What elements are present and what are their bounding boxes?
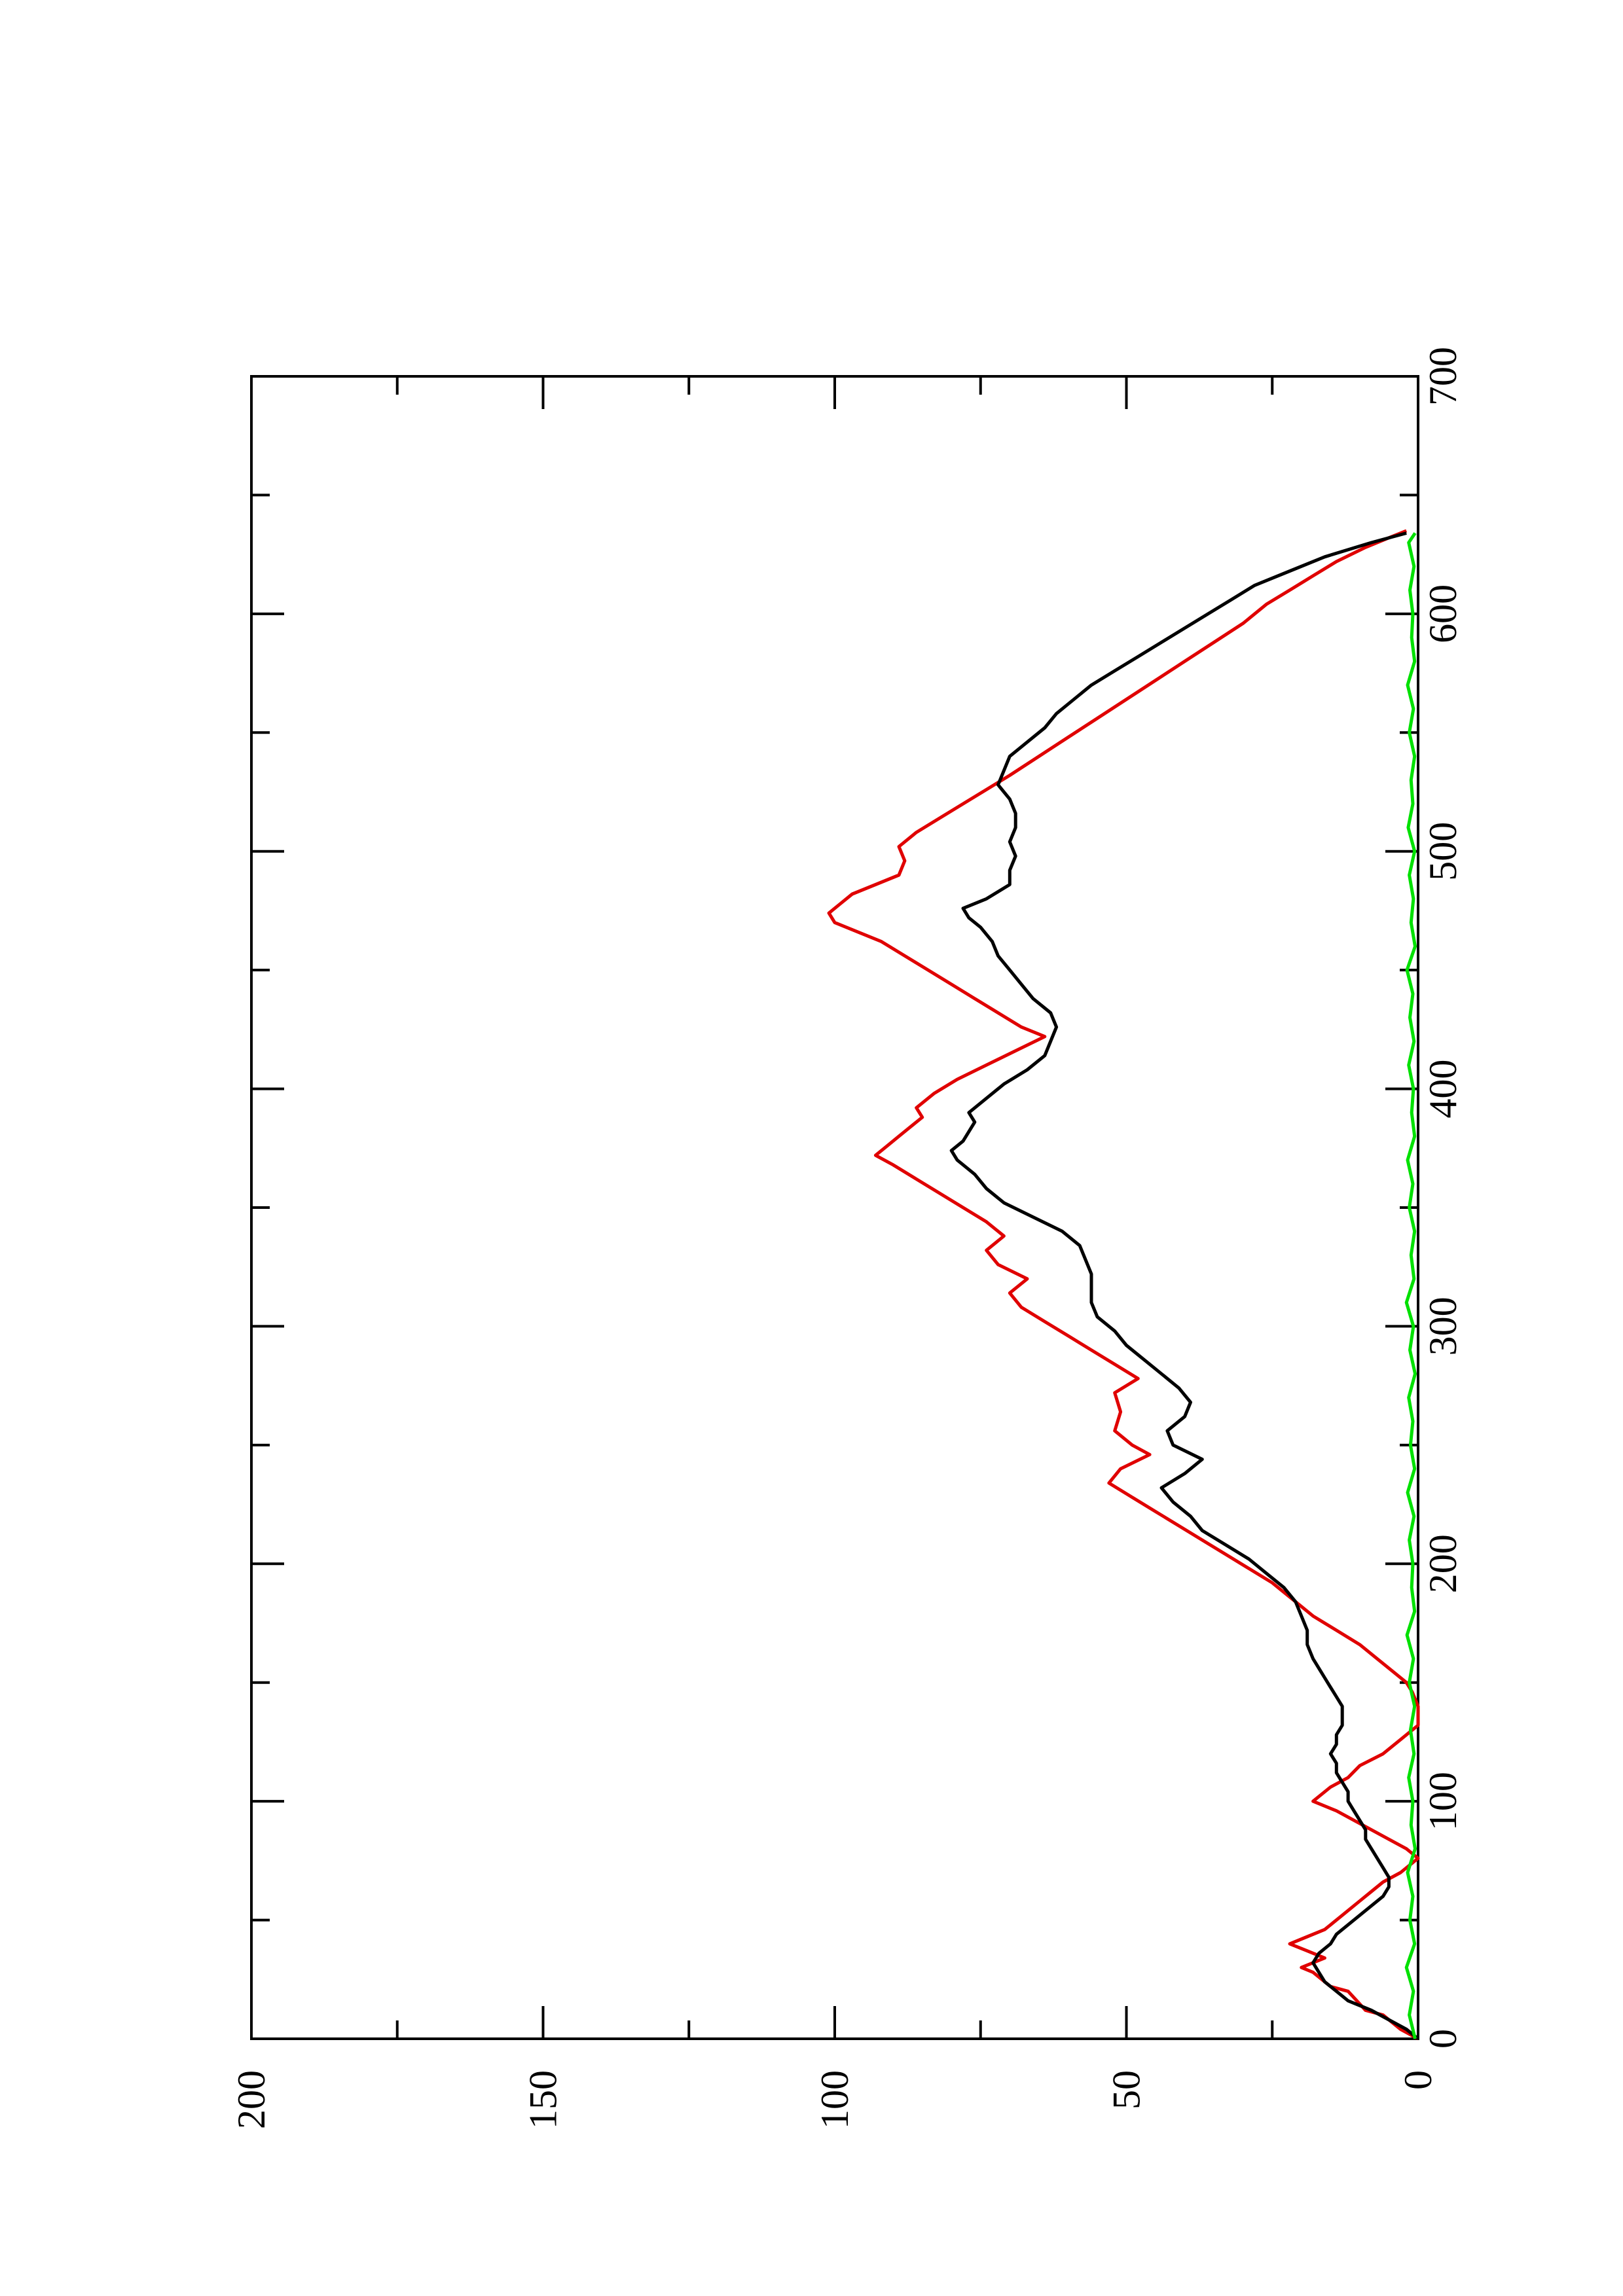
plot-frame bbox=[250, 375, 1419, 2040]
series-line-2 bbox=[949, 531, 1419, 2040]
y-tick-label: 50 bbox=[1105, 2070, 1148, 2109]
x-tick-label: 300 bbox=[1421, 1297, 1465, 1355]
x-tick-labels: 0 100 200 300 400 500 600 700 bbox=[1421, 347, 1465, 2049]
y-tick-label: 200 bbox=[230, 2070, 273, 2129]
y-tick-label: 150 bbox=[522, 2070, 565, 2129]
axis-ticks bbox=[250, 375, 1419, 2040]
y-tick-labels: 0 50 100 150 200 bbox=[230, 2070, 1440, 2129]
series-lines bbox=[827, 529, 1420, 2041]
y-tick-label: 0 bbox=[1396, 2070, 1440, 2090]
x-tick-label: 100 bbox=[1421, 1772, 1465, 1831]
series-line-3 bbox=[1404, 532, 1417, 2039]
series-line-1 bbox=[827, 529, 1420, 2041]
x-tick-label: 400 bbox=[1421, 1060, 1465, 1119]
y-tick-label: 100 bbox=[813, 2070, 856, 2129]
x-tick-label: 700 bbox=[1421, 347, 1465, 406]
x-tick-label: 600 bbox=[1421, 584, 1465, 643]
x-tick-label: 500 bbox=[1421, 822, 1465, 881]
x-tick-label: 200 bbox=[1421, 1534, 1465, 1593]
x-tick-label: 0 bbox=[1421, 2029, 1465, 2049]
